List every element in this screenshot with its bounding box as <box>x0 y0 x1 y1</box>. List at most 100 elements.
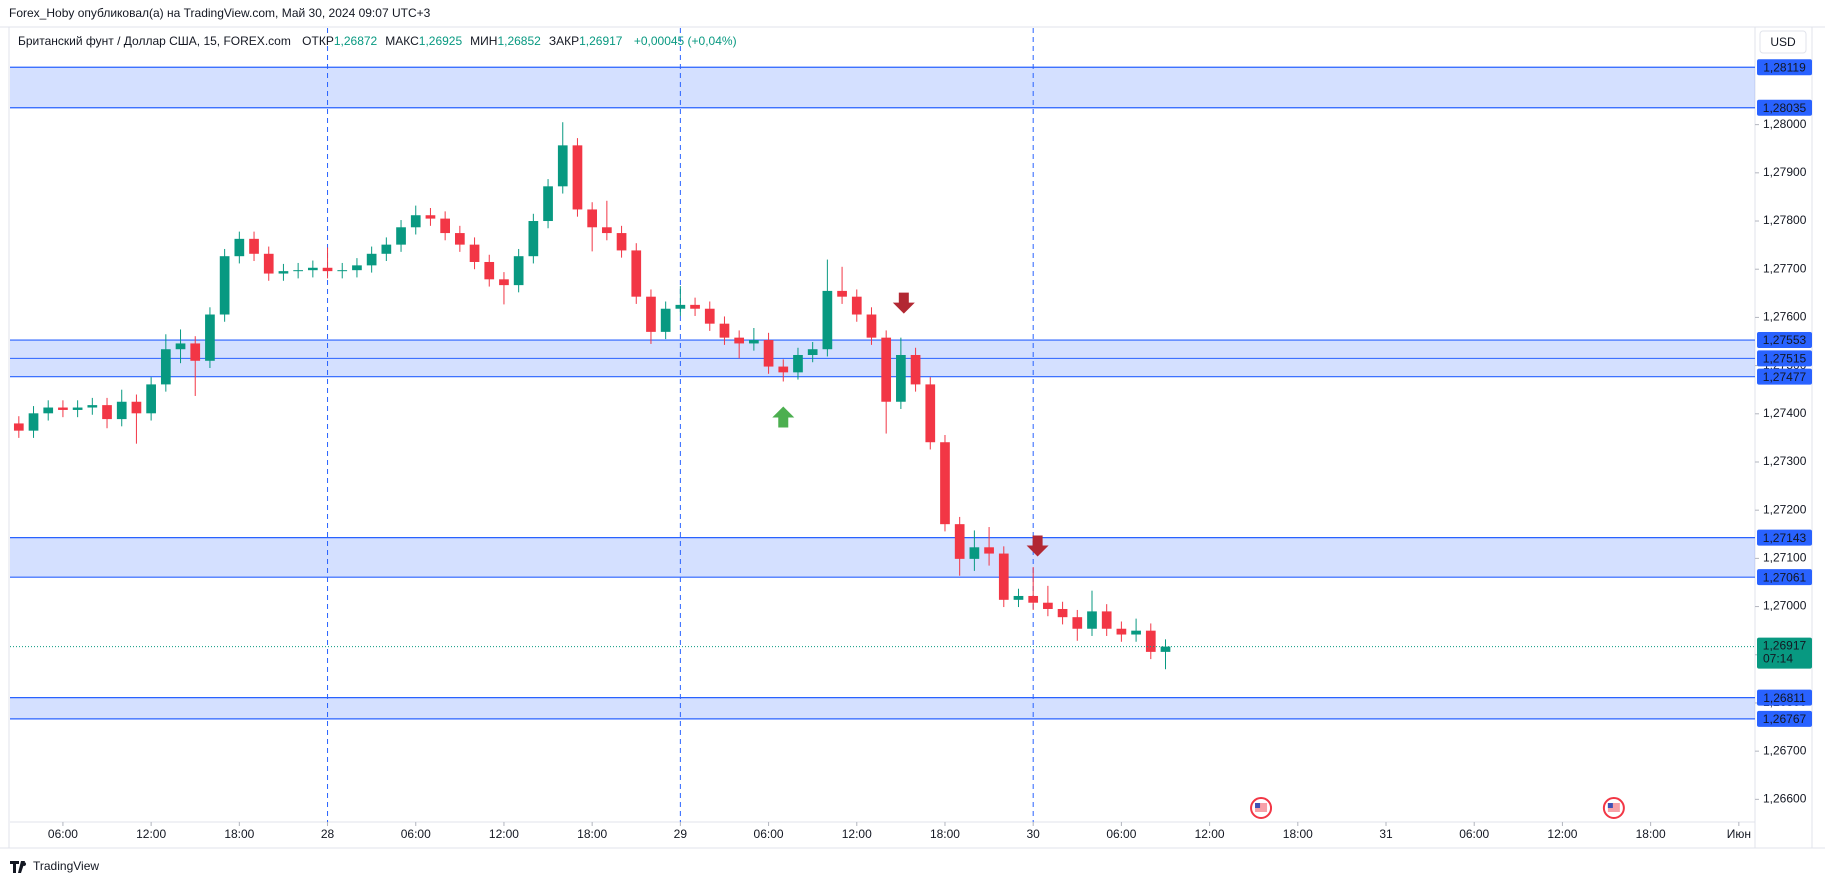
candle-body <box>263 253 274 274</box>
price-label-box <box>1757 59 1812 76</box>
countdown: 07:14 <box>1763 652 1793 666</box>
candle-body <box>851 296 862 315</box>
candle-body <box>1131 630 1141 635</box>
y-tick-label: 1,28000 <box>1763 117 1807 131</box>
x-tick-label: 28 <box>321 827 335 841</box>
legend-key: ОТКР <box>302 34 334 48</box>
x-tick-label: Июн <box>1727 827 1751 841</box>
price-label-box <box>1757 332 1812 349</box>
legend-value: 1,26852 <box>497 34 541 48</box>
price-label-box <box>1757 710 1812 727</box>
x-tick-label: 12:00 <box>136 827 166 841</box>
legend-value: 1,26925 <box>418 34 463 48</box>
price-label: 1,28119 <box>1763 60 1806 74</box>
price-label-box <box>1757 99 1812 116</box>
price-label-box <box>1757 529 1812 546</box>
candle-body <box>87 405 98 408</box>
candle-body <box>557 145 568 187</box>
candle-body <box>205 314 215 361</box>
x-tick-label: 12:00 <box>1195 827 1225 841</box>
x-tick-label: 18:00 <box>930 827 960 841</box>
y-tick-label: 1,27900 <box>1763 165 1807 179</box>
last-price-box <box>1757 637 1812 669</box>
price-label: 1,27143 <box>1763 531 1807 545</box>
event-flag-canton <box>1255 803 1261 808</box>
candle-body <box>499 279 509 286</box>
candle-body <box>43 407 54 414</box>
candle-body <box>954 524 965 559</box>
y-tick-label: 1,27200 <box>1763 502 1807 516</box>
x-tick-label: 18:00 <box>577 827 607 841</box>
candle-body <box>454 233 465 245</box>
candle-body <box>763 340 774 367</box>
candle-body <box>278 271 289 274</box>
candle-body <box>969 547 980 559</box>
candle-body <box>190 343 201 361</box>
price-label-box <box>1757 350 1812 367</box>
x-tick-label: 18:00 <box>224 827 254 841</box>
x-tick-label: 06:00 <box>48 827 78 841</box>
candle-body <box>425 215 436 219</box>
price-label: 1,28035 <box>1763 101 1807 115</box>
x-tick-label: 06:00 <box>401 827 431 841</box>
candle-body <box>1160 646 1171 652</box>
candle-body <box>1057 608 1068 618</box>
candle-body <box>102 405 112 420</box>
y-tick-label: 1,27000 <box>1763 599 1807 613</box>
x-tick-label: 12:00 <box>842 827 872 841</box>
candle-body <box>160 349 171 385</box>
y-tick-label: 1,27800 <box>1763 213 1807 227</box>
candle-body <box>734 337 745 344</box>
candle-body <box>866 314 877 338</box>
candle-body <box>910 354 921 385</box>
candle-body <box>984 547 994 554</box>
candle-body <box>646 296 656 332</box>
candle-body <box>1013 595 1024 600</box>
event-flag <box>1607 803 1620 812</box>
zone <box>10 697 1755 719</box>
y-tick-label: 1,27600 <box>1763 310 1807 324</box>
header: Forex_Hoby опубликовал(а) на TradingView… <box>9 6 431 20</box>
candle-body <box>116 401 127 420</box>
candle-body <box>219 256 230 315</box>
arrow-marker <box>892 292 915 314</box>
y-tick-label: 1,26600 <box>1763 792 1807 806</box>
candle-body <box>616 233 627 251</box>
candle-body <box>675 304 686 309</box>
candle-body <box>1043 602 1053 609</box>
legend: Британский фунт / Доллар США, 15, FOREX.… <box>18 34 737 48</box>
arrow-marker <box>1026 535 1049 557</box>
candle-body <box>587 209 598 228</box>
price-label: 1,26811 <box>1763 691 1806 705</box>
x-tick-label: 18:00 <box>1636 827 1666 841</box>
arrow-marker <box>772 406 795 428</box>
x-tick-label: 31 <box>1379 827 1393 841</box>
candle-body <box>881 337 892 402</box>
candle-body <box>322 267 333 272</box>
change: +0,00045 (+0,04%) <box>633 34 737 48</box>
last-price-label: 1,26917 <box>1763 639 1807 653</box>
candle-body <box>660 308 671 332</box>
candle-body <box>543 186 553 222</box>
candle-body <box>396 227 406 245</box>
legend-key: МАКС <box>385 34 419 48</box>
currency: USD <box>1770 35 1796 49</box>
candle-body <box>234 238 245 257</box>
candle-body <box>469 244 480 262</box>
candle-body <box>807 349 818 355</box>
candle-body <box>572 145 583 210</box>
candle-body <box>896 354 906 402</box>
candle-body <box>293 270 303 272</box>
x-tick-label: 29 <box>674 827 688 841</box>
candle-body <box>719 323 730 338</box>
event-icon <box>1250 797 1273 819</box>
x-tick-label: 12:00 <box>1547 827 1577 841</box>
candle-body <box>778 366 789 373</box>
candle-body <box>1101 611 1112 629</box>
x-tick-label: 30 <box>1027 827 1041 841</box>
candle-body <box>1072 617 1083 629</box>
y-tick-label: 1,26700 <box>1763 743 1807 757</box>
logo <box>10 861 27 873</box>
